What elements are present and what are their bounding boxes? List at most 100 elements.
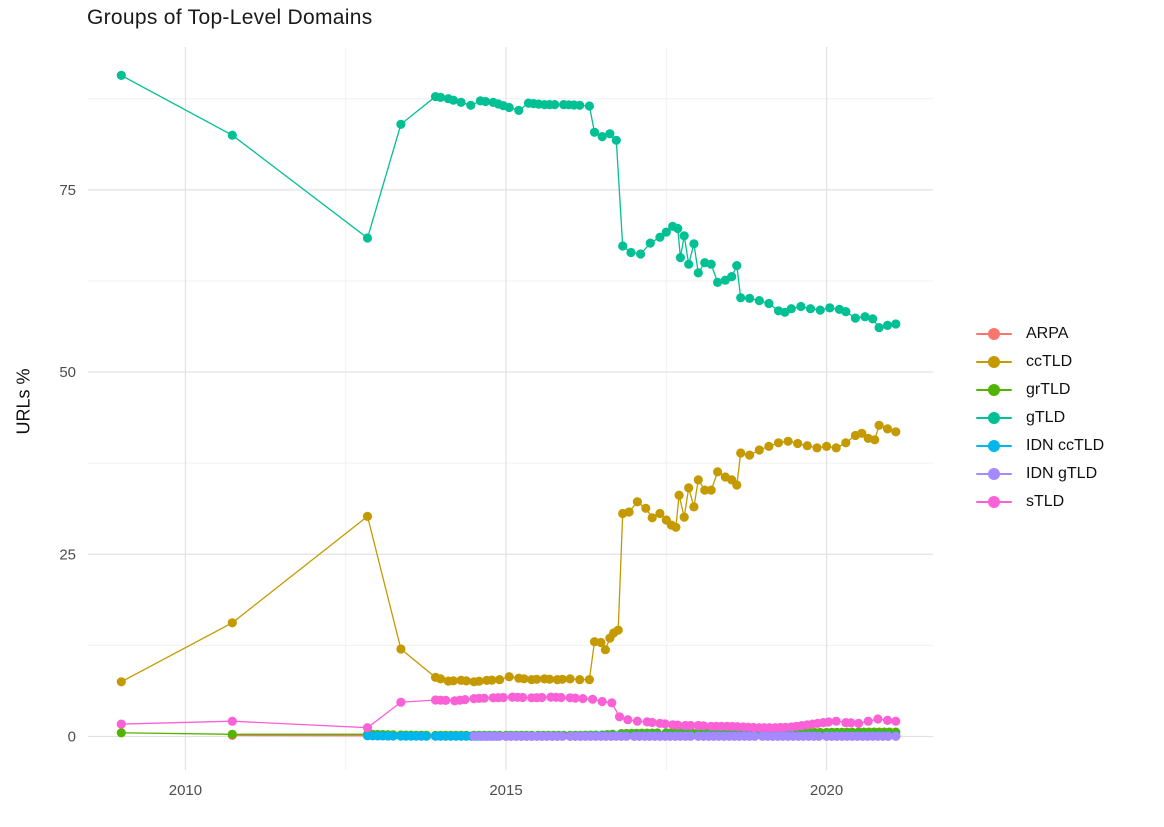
data-point [641, 503, 651, 513]
data-point [578, 694, 588, 704]
data-point [873, 714, 883, 724]
data-point [597, 132, 607, 142]
data-point [882, 320, 893, 330]
legend-item-arpa: ARPA [976, 320, 1104, 348]
data-point [891, 716, 901, 726]
data-point [883, 731, 893, 741]
data-point [713, 467, 723, 477]
x-tick-label: 2015 [489, 782, 522, 799]
data-point [600, 645, 611, 655]
data-point [466, 100, 476, 110]
legend-label: grTLD [1026, 381, 1071, 398]
data-point [519, 674, 529, 684]
data-point [460, 695, 470, 705]
legend-label: IDN gTLD [1026, 465, 1098, 482]
data-point [684, 259, 694, 269]
x-tick-label: 2010 [169, 782, 202, 799]
data-point [487, 675, 497, 685]
data-point [684, 483, 694, 493]
data-point [693, 475, 703, 485]
legend-key-icon [976, 467, 1012, 481]
data-point [812, 443, 822, 453]
data-point [793, 438, 803, 449]
data-point [857, 428, 867, 438]
data-point [868, 314, 878, 324]
legend-label: sTLD [1026, 493, 1065, 510]
data-point [823, 717, 834, 727]
data-point [565, 674, 575, 684]
data-point [679, 231, 689, 241]
data-point [736, 448, 746, 458]
data-point [732, 480, 742, 490]
data-point [647, 717, 657, 728]
data-point [632, 497, 643, 507]
data-point [846, 718, 856, 728]
legend-key-icon [976, 495, 1012, 509]
data-point [557, 731, 568, 741]
data-point [589, 127, 600, 137]
data-point [754, 296, 764, 306]
data-point [448, 95, 458, 105]
data-point [764, 298, 774, 309]
data-point [854, 718, 864, 729]
data-point [632, 716, 643, 726]
data-point [686, 731, 696, 741]
data-point [362, 233, 373, 243]
legend-label: ARPA [1026, 325, 1069, 342]
data-point [537, 692, 547, 703]
data-point [647, 513, 657, 523]
data-point [689, 502, 699, 512]
data-point [841, 307, 851, 317]
data-point [441, 695, 451, 706]
data-point [557, 674, 568, 684]
data-point [786, 304, 796, 314]
data-point [436, 92, 446, 102]
data-point [396, 119, 406, 129]
data-point [362, 511, 373, 521]
data-point [611, 135, 621, 145]
data-point [645, 238, 655, 248]
data-point [396, 697, 406, 707]
data-point [436, 674, 446, 684]
chart-title: Groups of Top-Level Domains [87, 6, 373, 29]
legend-key-icon [976, 439, 1012, 453]
data-point [584, 675, 595, 685]
data-point [480, 96, 491, 107]
data-point [575, 675, 585, 685]
y-tick-label: 75 [59, 182, 76, 199]
legend-key-icon [976, 383, 1012, 397]
data-point [614, 712, 625, 722]
data-point [456, 97, 466, 107]
data-point [679, 512, 689, 522]
data-point [514, 105, 524, 115]
data-point [815, 305, 825, 315]
data-point [750, 731, 760, 741]
data-point [671, 522, 681, 532]
data-point [116, 70, 126, 80]
data-point [693, 268, 703, 278]
data-point [706, 485, 716, 495]
data-point [850, 313, 861, 323]
data-point [831, 443, 841, 453]
data-point [556, 692, 566, 703]
y-tick-label: 50 [59, 364, 76, 381]
data-point [805, 304, 816, 314]
data-point [863, 716, 873, 726]
data-point [575, 100, 585, 110]
data-point [504, 102, 514, 113]
data-point [870, 435, 880, 445]
data-point [448, 676, 458, 686]
data-point [891, 731, 901, 741]
data-point [674, 490, 684, 500]
data-point [660, 719, 670, 729]
data-point [362, 723, 373, 733]
data-point [727, 272, 737, 282]
data-point [421, 731, 432, 741]
data-point [831, 716, 841, 726]
legend-label: IDN ccTLD [1026, 437, 1105, 454]
data-point [227, 130, 237, 140]
data-point [618, 241, 628, 251]
data-point [891, 427, 901, 437]
data-point [802, 441, 812, 451]
